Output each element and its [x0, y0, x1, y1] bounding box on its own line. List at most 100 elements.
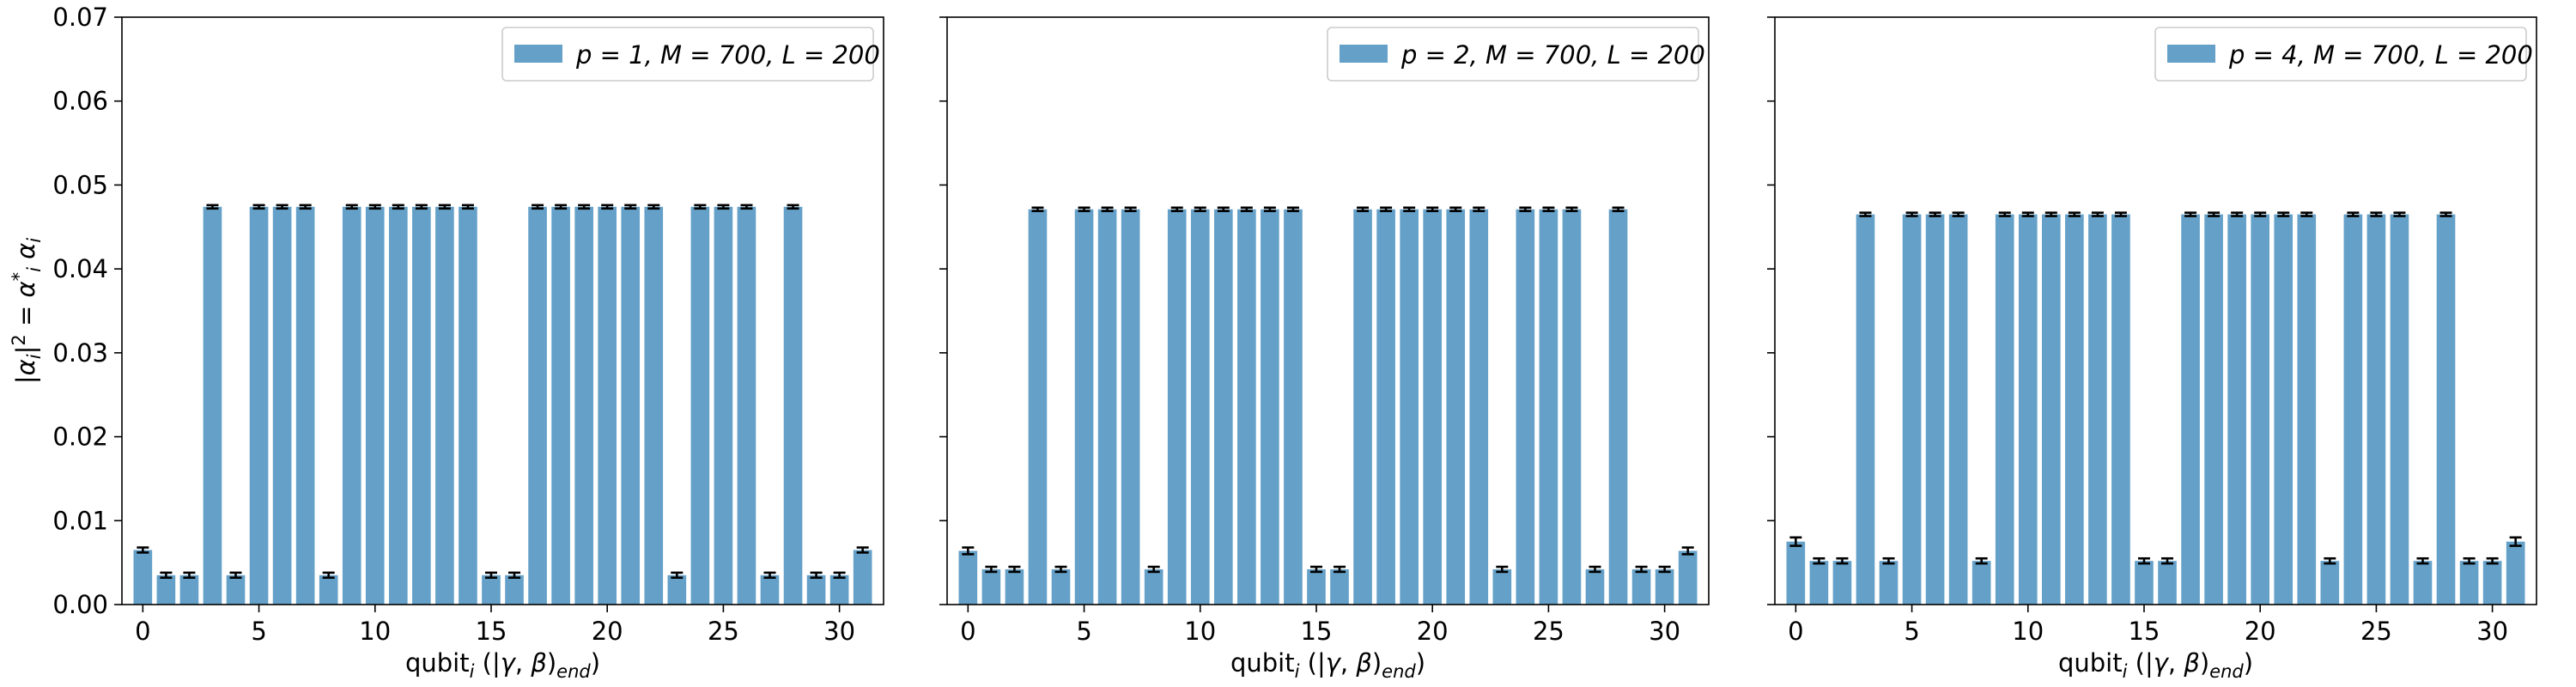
error-bar [1240, 206, 1253, 213]
bar [1469, 209, 1489, 605]
bar [1005, 568, 1024, 605]
bar [958, 550, 978, 605]
error-bar [206, 204, 219, 210]
error-bar [1905, 211, 1918, 217]
bar [388, 206, 408, 605]
x-tick-label: 20 [2245, 617, 2276, 646]
error-bar [1589, 565, 1601, 574]
x-tick-label: 10 [359, 617, 391, 646]
bar [1678, 550, 1698, 605]
error-bar [1031, 206, 1044, 213]
bar [1213, 209, 1233, 605]
legend-swatch [2167, 45, 2215, 63]
error-bar [461, 204, 474, 210]
error-bar [2300, 211, 2313, 217]
legend: p = 4, M = 700, L = 200 [2154, 27, 2533, 82]
x-tick-label: 5 [1904, 617, 1919, 646]
bar [295, 206, 315, 605]
error-bar [1008, 565, 1021, 574]
x-tick-label: 10 [2012, 617, 2044, 646]
error-bar [1124, 206, 1137, 213]
error-bar [415, 204, 428, 210]
bar [551, 206, 570, 605]
bar [1608, 209, 1628, 605]
bar [574, 206, 593, 605]
error-bar [345, 204, 358, 210]
bar [2274, 214, 2293, 605]
bar [2506, 541, 2525, 605]
bar [342, 206, 361, 605]
bar [1971, 561, 1991, 605]
bar [1167, 209, 1187, 605]
legend: p = 2, M = 700, L = 200 [1327, 27, 1705, 82]
bar [2041, 214, 2061, 605]
error-bar [1565, 206, 1578, 213]
error-bar [1170, 206, 1183, 213]
error-bar [2161, 556, 2174, 565]
bar [1856, 214, 1875, 605]
x-tick-label: 0 [135, 617, 150, 646]
x-tick-label: 15 [476, 617, 507, 646]
error-bar [1473, 206, 1485, 213]
bar [2320, 561, 2340, 605]
legend-label: p = 4, M = 700, L = 200 [2228, 40, 2533, 70]
error-bar [740, 204, 753, 210]
error-bar [810, 571, 823, 580]
bar [2251, 214, 2270, 605]
legend: p = 1, M = 700, L = 200 [501, 27, 880, 82]
error-bar [2068, 211, 2081, 217]
bar [1097, 209, 1117, 605]
error-bar [2370, 211, 2383, 217]
error-bar [1380, 206, 1393, 213]
x-tick-label: 30 [2476, 617, 2508, 646]
bar [179, 575, 199, 605]
error-bar [1147, 565, 1160, 574]
chart-panel-2: 0 5 10 15 20 25 30 qubiti (|γ, β)end) p = 2, M =… [939, 16, 1710, 682]
bar [1879, 561, 1899, 605]
bar [1925, 214, 1945, 605]
bar [1144, 568, 1163, 605]
bar [133, 550, 153, 605]
error-bar [532, 204, 544, 210]
bar [2135, 561, 2154, 605]
bar [528, 206, 547, 605]
error-bar [183, 571, 196, 580]
bar [1562, 209, 1582, 605]
bar [435, 206, 454, 605]
error-bar [1078, 206, 1091, 213]
error-bar [2137, 556, 2150, 565]
bar [1786, 541, 1806, 605]
x-tick-label: 5 [251, 617, 266, 646]
bar [853, 550, 872, 605]
bar [1028, 209, 1048, 605]
error-bar [2021, 211, 2034, 217]
bar [1307, 568, 1326, 605]
error-bar [252, 204, 265, 210]
bar [1516, 209, 1535, 605]
bar [667, 575, 687, 605]
bar [319, 575, 338, 605]
bar [272, 206, 292, 605]
bar [1353, 209, 1372, 605]
error-bar [322, 571, 335, 580]
error-bar [578, 204, 591, 210]
error-bar [2231, 211, 2244, 217]
error-bar [717, 204, 730, 210]
x-tick-label: 5 [1076, 617, 1091, 646]
error-bar [484, 571, 497, 580]
error-bar [137, 546, 149, 554]
error-bar [229, 571, 242, 580]
bar [1237, 209, 1256, 605]
error-bar [2324, 556, 2336, 565]
error-bar [2254, 211, 2267, 217]
error-bar [2044, 211, 2057, 217]
x-tick-label: 20 [592, 617, 623, 646]
bar [1809, 561, 1829, 605]
error-bar [1403, 206, 1416, 213]
bar [1655, 568, 1674, 605]
error-bar [856, 546, 869, 554]
error-bar [647, 204, 660, 210]
bar [714, 206, 733, 605]
chart-panel-1: 0.00 0.01 0.02 0.03 0.04 0.05 0.06 0.07 0 5 10 15 20… [9, 3, 884, 682]
error-bar [1612, 206, 1625, 213]
